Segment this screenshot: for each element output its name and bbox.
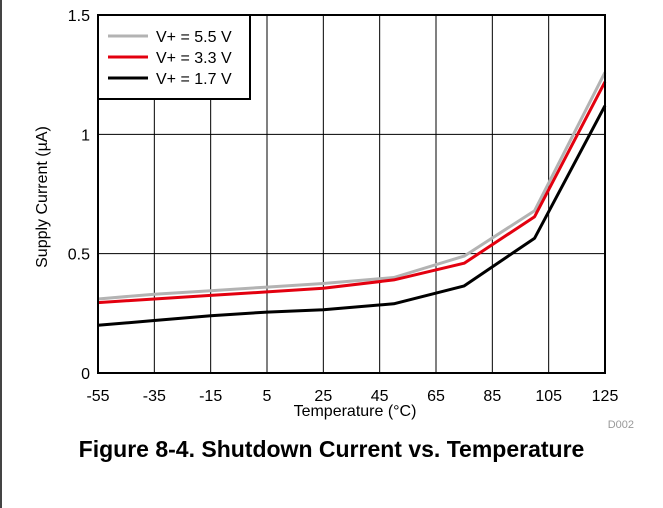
figure-caption: Figure 8-4. Shutdown Current vs. Tempera…	[78, 436, 585, 462]
x-tick-label: -35	[143, 388, 166, 405]
legend-label-3: V+ = 1.7 V	[156, 71, 232, 88]
y-tick-label: 1	[81, 127, 90, 144]
x-tick-label: 25	[314, 388, 332, 405]
series-line-2	[97, 81, 607, 305]
x-tick-label: 105	[535, 388, 562, 405]
x-axis-label: Temperature (°C)	[294, 403, 417, 420]
legend-label-2: V+ = 3.3 V	[156, 50, 232, 67]
chart-series	[97, 71, 607, 327]
chart-legend: V+ = 5.5 V V+ = 3.3 V V+ = 1.7 V	[97, 14, 251, 100]
y-axis-label: Supply Current (µA)	[34, 126, 51, 268]
legend-label-1: V+ = 5.5 V	[156, 29, 232, 46]
x-tick-label: 125	[592, 388, 619, 405]
x-tick-label: -15	[199, 388, 222, 405]
y-tick-label: 0.5	[68, 247, 90, 264]
plot-frame	[97, 14, 606, 374]
y-tick-label: 1.5	[68, 8, 90, 25]
x-tick-label: -55	[86, 388, 109, 405]
series-line-3	[97, 104, 607, 327]
series-line-1	[97, 71, 607, 301]
x-tick-label: 45	[371, 388, 389, 405]
y-tick-label: 0	[81, 366, 90, 383]
x-tick-label: 65	[427, 388, 445, 405]
x-tick-label: 5	[263, 388, 272, 405]
page-left-rule	[0, 0, 2, 508]
x-tick-label: 85	[483, 388, 501, 405]
figure-tag: D002	[608, 419, 634, 430]
line-chart: -55 -35 -15 5 25 45 65 85 105 125 0 0.5 1 1.5 V+ = 5.…	[34, 8, 634, 430]
chart-ticks: -55 -35 -15 5 25 45 65 85 105 125 0 0.5 1 1.5	[68, 8, 619, 405]
